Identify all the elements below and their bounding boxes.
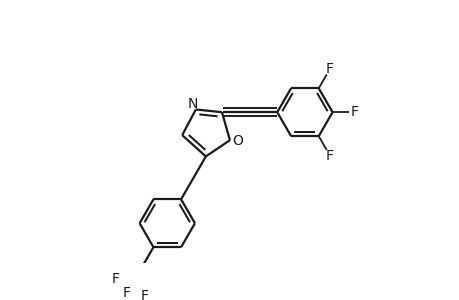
Text: F: F	[325, 62, 333, 76]
Text: F: F	[140, 289, 149, 300]
Text: F: F	[350, 105, 358, 119]
Text: F: F	[325, 148, 333, 163]
Text: F: F	[123, 286, 131, 300]
Text: F: F	[111, 272, 119, 286]
Text: O: O	[232, 134, 243, 148]
Text: N: N	[187, 97, 197, 111]
